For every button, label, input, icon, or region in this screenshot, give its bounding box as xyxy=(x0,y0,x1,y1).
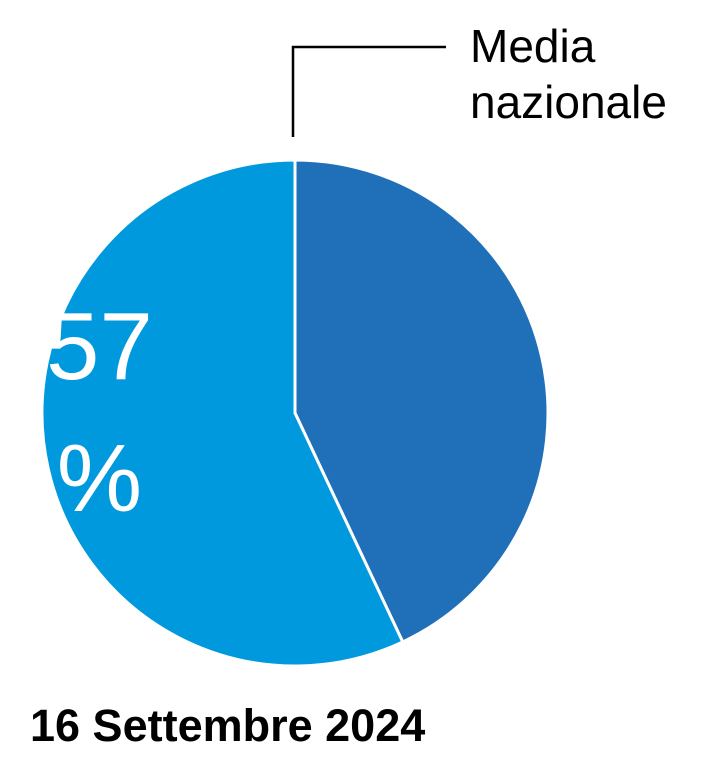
pie-slice xyxy=(40,158,405,668)
chart-title: 16 Settembre 2024 xyxy=(30,700,426,751)
annotation: Media nazionale xyxy=(470,20,667,128)
value-label: 57 % xyxy=(46,293,153,532)
leader-line xyxy=(291,45,446,137)
pie-slice xyxy=(293,158,550,644)
